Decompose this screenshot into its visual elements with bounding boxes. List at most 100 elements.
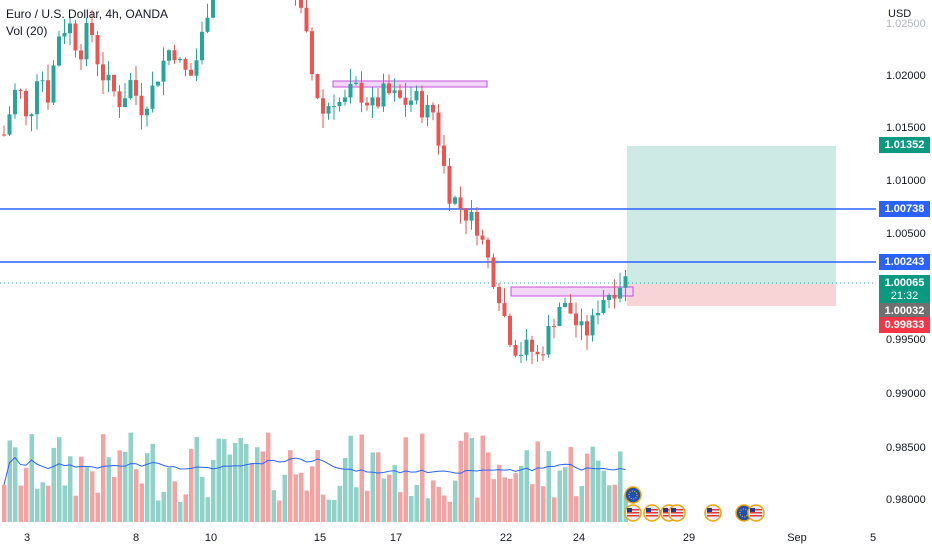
candle xyxy=(590,315,595,336)
symbol-title[interactable]: Euro / U.S. Dollar, 4h, OANDA xyxy=(6,7,169,21)
volume-bar xyxy=(112,476,117,522)
volume-bar xyxy=(480,435,485,522)
candle xyxy=(546,325,551,355)
price-tick: 1.02500 xyxy=(886,18,926,30)
candle xyxy=(618,287,622,299)
candle xyxy=(343,97,347,102)
volume-bar xyxy=(255,447,260,522)
candle xyxy=(464,208,468,221)
volume-bar xyxy=(227,454,232,522)
price-axis[interactable]: USD 1.02500 1.02000 1.01500 1.01000 1.00… xyxy=(876,0,932,526)
candle xyxy=(601,300,606,314)
candle xyxy=(607,294,611,301)
volume-bar xyxy=(117,450,122,522)
time-tick: 5 xyxy=(869,532,877,544)
volume-bar xyxy=(420,433,425,522)
volume-bars xyxy=(2,432,628,522)
target-price-tag: 1.01352 xyxy=(879,137,930,153)
price-tick: 0.99000 xyxy=(886,388,926,400)
volume-bar xyxy=(277,500,282,522)
volume-bar xyxy=(568,446,573,522)
volume-bar xyxy=(200,476,205,522)
candle xyxy=(172,50,177,61)
volume-bar xyxy=(282,474,287,522)
candle xyxy=(354,82,358,84)
volume-bar xyxy=(238,437,243,522)
volume-bar xyxy=(24,467,29,522)
candle xyxy=(183,58,188,70)
volume-bar xyxy=(574,496,579,522)
volume-bar xyxy=(607,485,612,522)
candle xyxy=(46,80,50,103)
resistance-zone[interactable] xyxy=(332,80,488,88)
volume-bar xyxy=(491,479,496,522)
candle xyxy=(486,239,490,258)
time-tick: 10 xyxy=(204,532,218,544)
volume-bar xyxy=(618,451,623,522)
volume-bar xyxy=(57,437,62,522)
candle xyxy=(563,302,567,308)
candle xyxy=(95,35,100,65)
candle xyxy=(475,211,479,236)
volume-bar xyxy=(299,472,304,522)
volume-bar xyxy=(425,498,430,522)
volume-bar xyxy=(13,447,18,522)
candle xyxy=(200,31,204,61)
volume-bar xyxy=(469,438,474,522)
candle xyxy=(365,102,369,106)
volume-bar xyxy=(332,499,337,522)
volume-bar xyxy=(222,439,227,522)
volume-bar xyxy=(35,488,40,522)
candle xyxy=(205,17,210,32)
candle xyxy=(299,0,303,8)
volume-bar xyxy=(315,450,320,522)
eu-flag-icon xyxy=(624,486,642,504)
time-tick: 22 xyxy=(499,532,513,544)
price-tick: 1.01500 xyxy=(886,122,926,134)
time-tick: 29 xyxy=(682,532,696,544)
time-axis[interactable]: 3 8 10 15 17 22 24 29 Sep 5 xyxy=(0,526,932,550)
candle xyxy=(497,286,501,304)
time-tick: 3 xyxy=(23,532,31,544)
volume-bar xyxy=(95,492,100,522)
candle xyxy=(68,23,72,34)
volume-bar xyxy=(46,485,51,522)
stop-price-tag: 0.99833 xyxy=(879,317,930,333)
volume-bar xyxy=(359,434,364,522)
volume-bar xyxy=(233,442,238,522)
time-tick: 8 xyxy=(132,532,140,544)
support-zone[interactable] xyxy=(510,286,634,297)
volume-bar xyxy=(442,495,447,522)
volume-bar xyxy=(541,486,546,522)
volume-bar xyxy=(51,447,56,522)
event-icons[interactable] xyxy=(624,486,765,522)
candle xyxy=(18,89,23,91)
volume-bar xyxy=(370,452,375,522)
target-zone[interactable] xyxy=(627,146,836,284)
candles[interactable] xyxy=(2,0,628,365)
volume-bar xyxy=(519,465,524,522)
volume-bar xyxy=(535,441,540,522)
volume-bar xyxy=(348,435,353,522)
price-tick: 1.01000 xyxy=(886,175,926,187)
stop-zone[interactable] xyxy=(627,284,836,306)
volume-bar xyxy=(244,443,249,522)
volume-bar xyxy=(189,449,194,522)
candle xyxy=(436,112,441,146)
candle xyxy=(348,83,353,98)
volume-bar xyxy=(73,495,78,522)
candle xyxy=(73,23,78,51)
volume-indicator-label[interactable]: Vol (20) xyxy=(6,24,48,38)
volume-bar xyxy=(2,484,7,522)
candle xyxy=(458,197,463,209)
volume-bar xyxy=(128,432,133,522)
volume-bar xyxy=(590,446,595,522)
candle xyxy=(574,313,578,326)
candle xyxy=(442,145,446,166)
time-tick: 17 xyxy=(389,532,403,544)
candle xyxy=(150,85,155,109)
candle xyxy=(552,325,556,327)
volume-bar xyxy=(436,486,441,522)
